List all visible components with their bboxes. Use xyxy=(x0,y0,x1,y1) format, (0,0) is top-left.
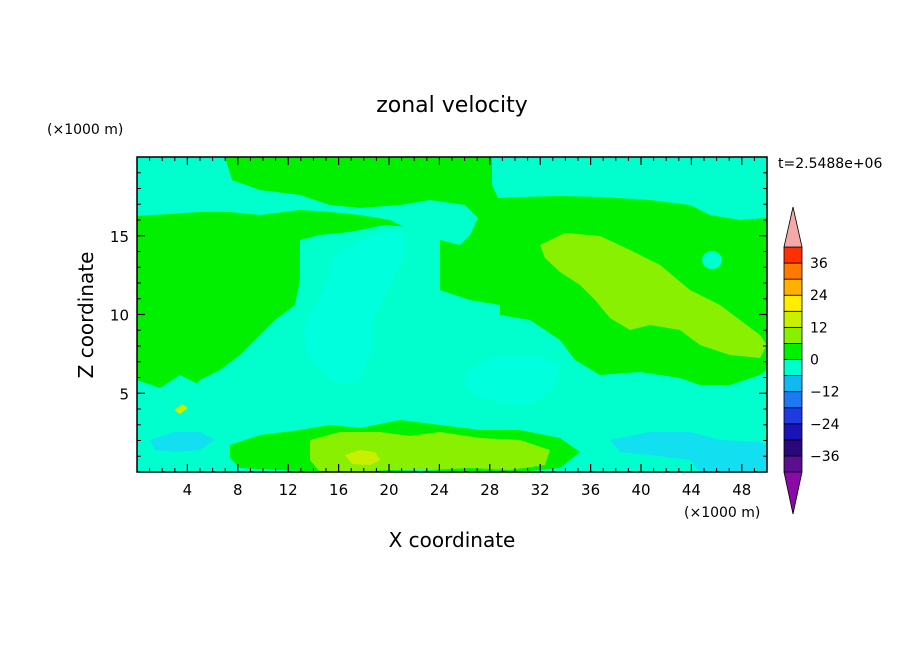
colorbar-over-arrow xyxy=(783,206,803,248)
colorbar-segment xyxy=(783,391,803,409)
field-region-lightcyan-bottom-right xyxy=(610,432,767,472)
x-tick-label: 36 xyxy=(581,481,600,499)
colorbar-tick-label: −24 xyxy=(810,417,840,433)
colorbar-tick-label: 36 xyxy=(810,256,828,272)
colorbar-segment xyxy=(783,262,803,280)
colorbar-tick-label: 24 xyxy=(810,288,828,304)
field-region-lightcyan-right xyxy=(465,355,560,405)
colorbar-segment xyxy=(783,423,803,441)
field-region-cyan-lower-left xyxy=(137,320,310,405)
colorbar-segment xyxy=(783,294,803,312)
field-region-yellow-fleck xyxy=(174,404,188,414)
x-tick-label: 20 xyxy=(379,481,398,499)
y-unit-label: (×1000 m) xyxy=(47,122,123,138)
colorbar-segment xyxy=(783,343,803,360)
colorbar-segment xyxy=(783,246,803,264)
x-tick-label: 28 xyxy=(480,481,499,499)
time-label: t=2.5488e+06 xyxy=(778,156,882,172)
y-tick-label: 10 xyxy=(110,307,129,325)
field-region-cyan-dot xyxy=(702,251,722,269)
colorbar-tick-label: −36 xyxy=(810,449,840,465)
colorbar-segment xyxy=(783,278,803,296)
colorbar-segment xyxy=(783,375,803,393)
x-tick-label: 12 xyxy=(279,481,298,499)
x-tick-label: 16 xyxy=(329,481,348,499)
x-tick-label: 8 xyxy=(233,481,243,499)
y-axis-title: Z coordinate xyxy=(74,252,98,379)
y-tick-label: 15 xyxy=(110,228,129,246)
field-region-cyan-top-left xyxy=(137,157,478,245)
field-region-lightcyan-bottom-left xyxy=(150,432,215,452)
x-tick-label: 40 xyxy=(631,481,650,499)
field-region-cyan-top-right xyxy=(492,157,767,220)
x-tick-label: 24 xyxy=(430,481,449,499)
colorbar-tick-label: 0 xyxy=(810,353,819,369)
x-axis: 4 8 12 16 20 24 28 32 36 40 44 48 xyxy=(149,157,755,499)
y-tick-label: 5 xyxy=(119,385,129,403)
field-region-yellow-spot xyxy=(345,450,380,465)
x-unit-label: (×1000 m) xyxy=(684,505,760,521)
colorbar-tick-label: 12 xyxy=(810,320,828,336)
y-axis: 5 10 15 xyxy=(110,172,767,457)
x-tick-label: 32 xyxy=(531,481,550,499)
x-axis-title: X coordinate xyxy=(389,528,516,552)
x-tick-label: 4 xyxy=(183,481,193,499)
velocity-field xyxy=(137,157,767,472)
colorbar: 36 24 12 0 −12 −24 −36 xyxy=(783,206,840,515)
field-region-yellowgreen-upper-right xyxy=(540,233,767,358)
colorbar-segment xyxy=(783,326,803,344)
colorbar-under-arrow xyxy=(783,471,803,515)
colorbar-segment xyxy=(783,310,803,328)
field-region-cyan-center xyxy=(137,225,767,472)
x-tick-label: 44 xyxy=(682,481,701,499)
x-tick-label: 48 xyxy=(732,481,751,499)
colorbar-tick-label: −12 xyxy=(810,385,840,401)
colorbar-segment xyxy=(783,439,803,457)
colorbar-segment xyxy=(783,407,803,425)
chart-title: zonal velocity xyxy=(376,93,528,118)
colorbar-segment xyxy=(783,359,803,376)
colorbar-segment xyxy=(783,455,803,473)
field-region-lightcyan-lobe xyxy=(303,232,405,385)
